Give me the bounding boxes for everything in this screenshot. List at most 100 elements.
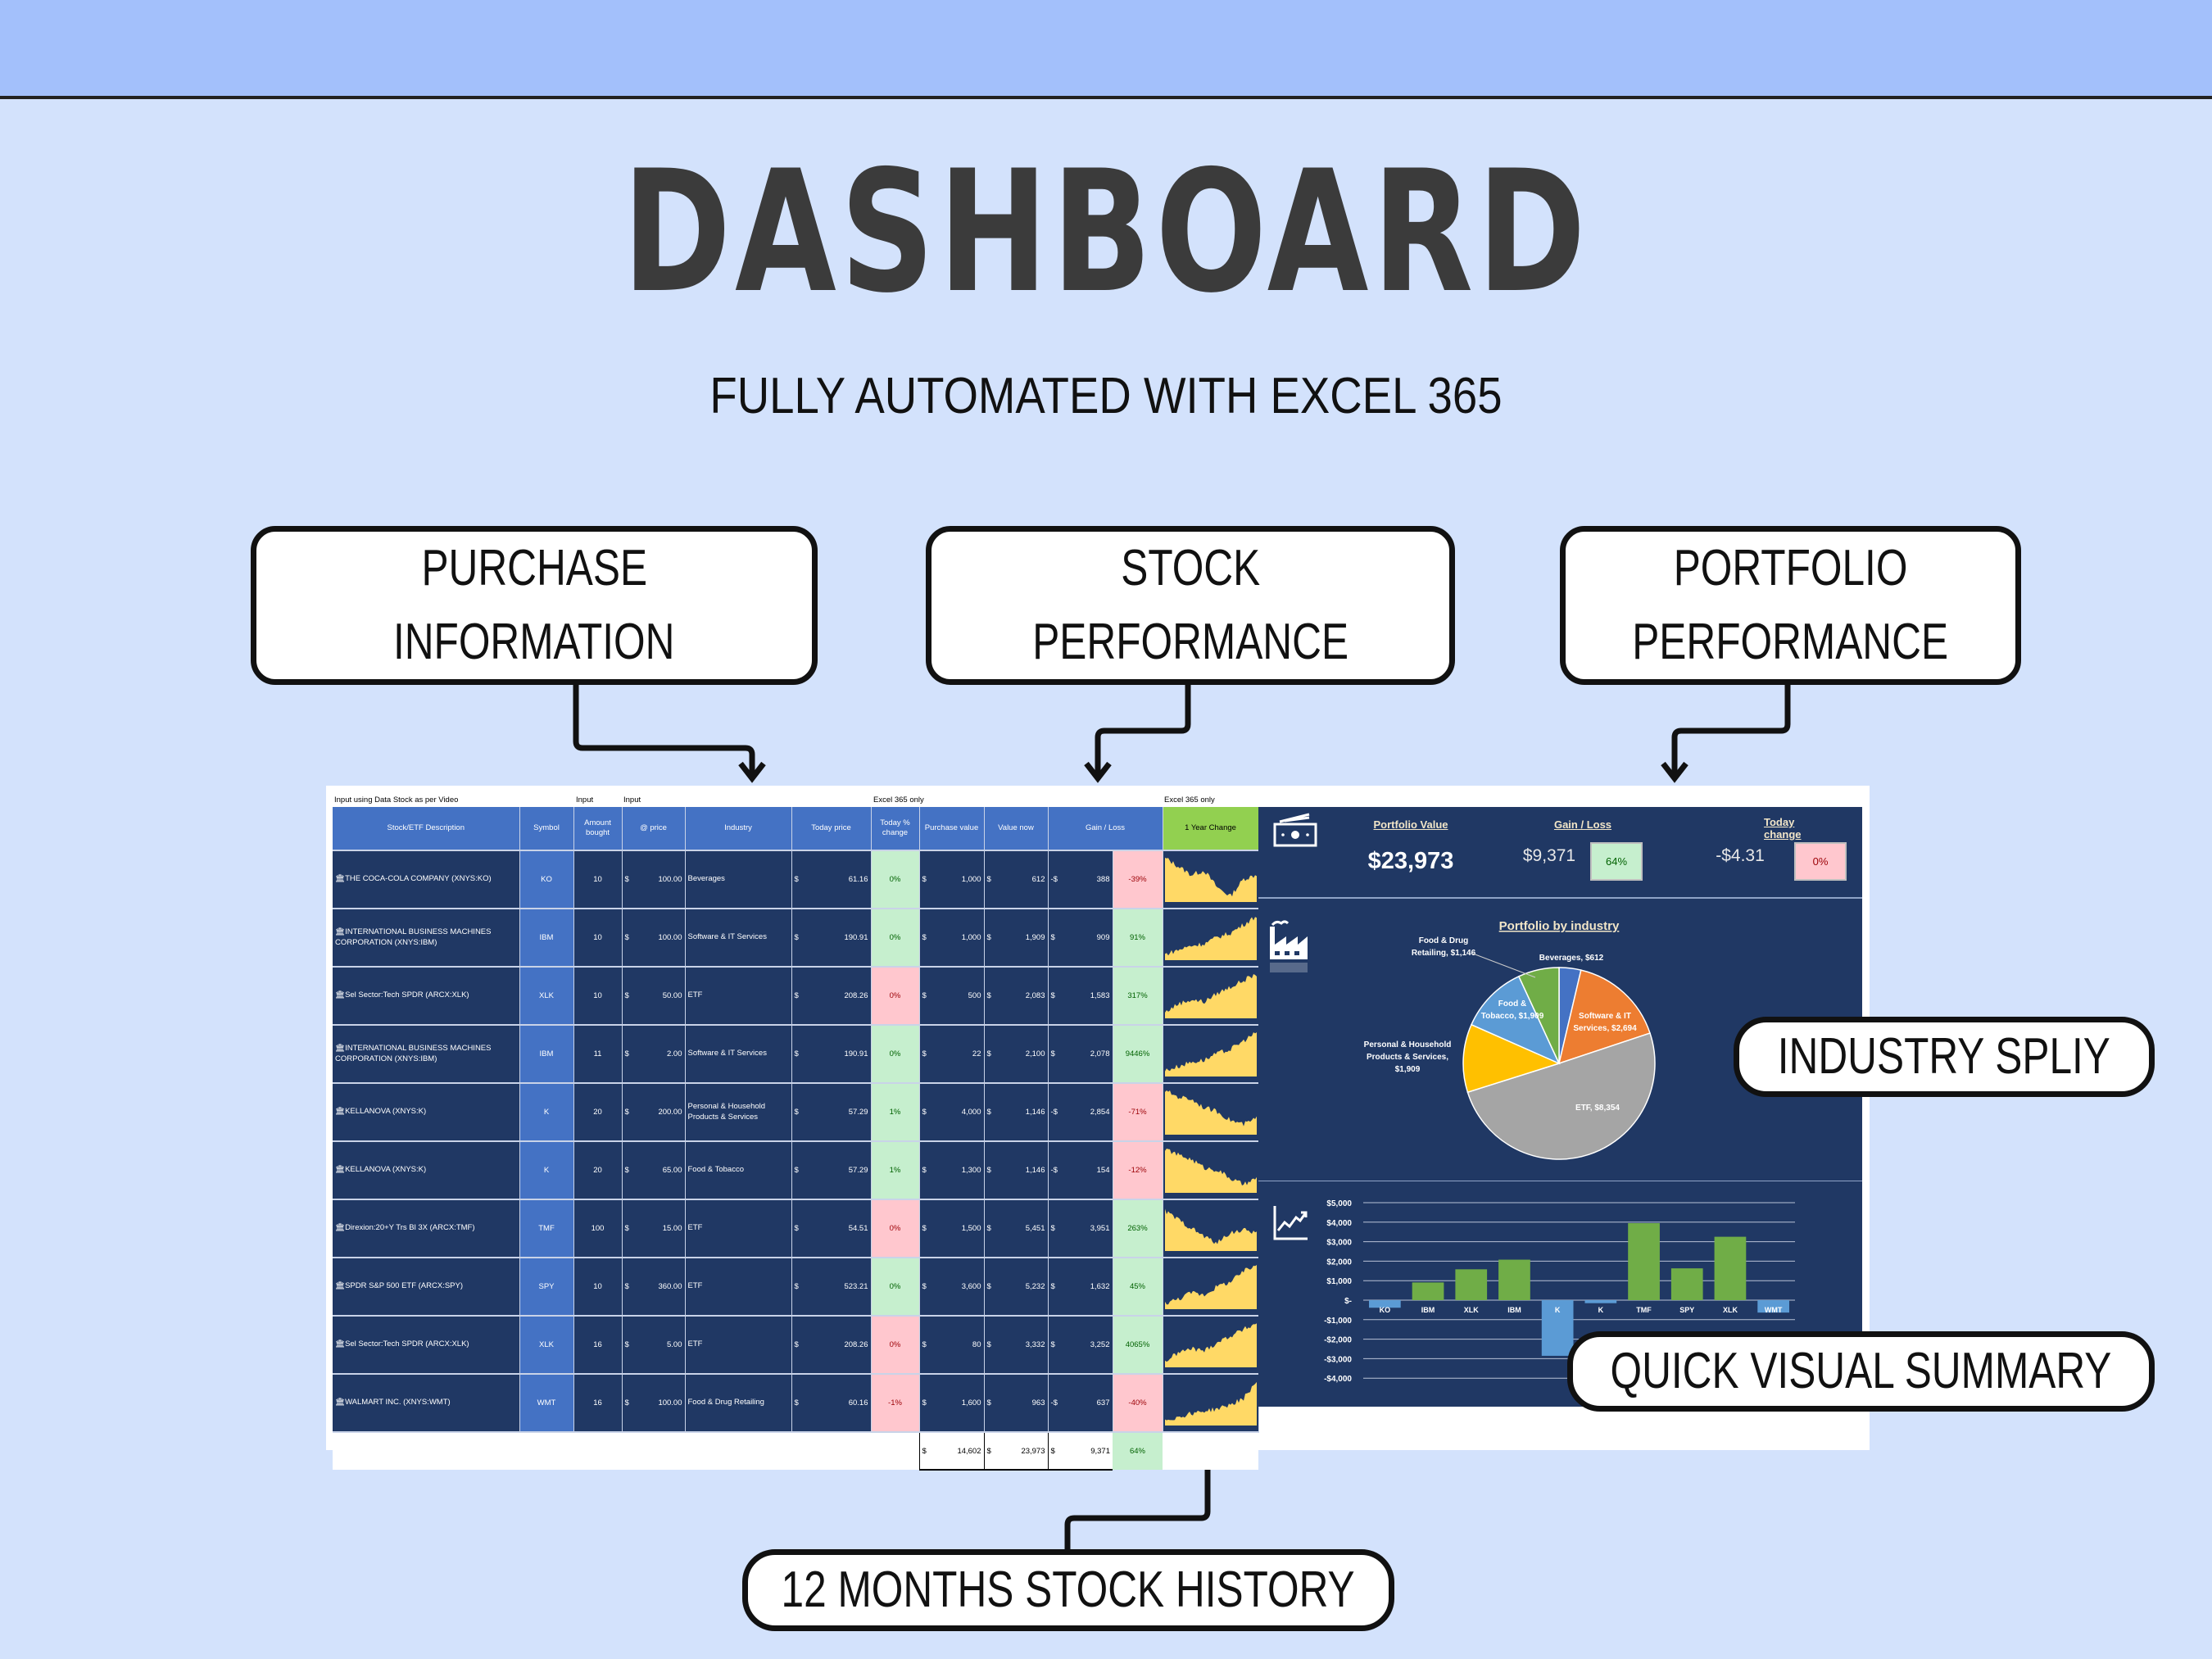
cell-gain: $1,583 bbox=[1048, 967, 1113, 1026]
pie-slice bbox=[1462, 1023, 1562, 1094]
cell-amount[interactable]: 20 bbox=[573, 1141, 623, 1200]
cell-amount[interactable]: 16 bbox=[573, 1316, 623, 1375]
description-text: Sel Sector:Tech SPDR (ARCX:XLK) bbox=[345, 990, 469, 1000]
cell-price-value: 100.00 bbox=[658, 875, 682, 884]
y-tick-label: -$1,000 bbox=[1324, 1317, 1352, 1326]
cell-symbol[interactable]: SPY bbox=[519, 1258, 574, 1317]
cell-today-pct: 0% bbox=[871, 1025, 920, 1084]
cell-purchase-value: $1,300 bbox=[919, 1141, 985, 1200]
col-amount[interactable]: Amount bought bbox=[573, 807, 623, 851]
x-tick-label: WMT bbox=[1765, 1306, 1783, 1314]
cell-amount[interactable]: 10 bbox=[573, 1258, 623, 1317]
cell-symbol[interactable]: IBM bbox=[519, 909, 574, 968]
col-industry[interactable]: Industry bbox=[685, 807, 792, 851]
currency-sign: -$ bbox=[1050, 875, 1058, 884]
cell-gain-value: 909 bbox=[1096, 933, 1110, 942]
table-row[interactable]: 🏛THE COCA-COLA COMPANY (XNYS:KO) KO 10 $100… bbox=[333, 850, 1259, 909]
y-tick-label: $3,000 bbox=[1326, 1239, 1352, 1248]
cell-purchase-value: $1,600 bbox=[919, 1374, 985, 1433]
table-row[interactable]: 🏛KELLANOVA (XNYS:K) K 20 $65.00 Food & Tobac… bbox=[333, 1141, 1259, 1200]
cell-today-pct: 1% bbox=[871, 1141, 920, 1200]
cell-symbol[interactable]: XLK bbox=[519, 967, 574, 1026]
cell-symbol[interactable]: K bbox=[519, 1083, 574, 1142]
callout-line: PERFORMANCE bbox=[1032, 614, 1349, 670]
cell-symbol[interactable]: KO bbox=[519, 850, 574, 909]
sparkline-area bbox=[1164, 917, 1257, 960]
cell-description[interactable]: 🏛THE COCA-COLA COMPANY (XNYS:KO) bbox=[333, 850, 520, 909]
col-purchase-value[interactable]: Purchase value bbox=[919, 807, 985, 851]
sparkline-area bbox=[1164, 858, 1257, 902]
col-price[interactable]: @ price bbox=[622, 807, 686, 851]
cell-description[interactable]: 🏛KELLANOVA (XNYS:K) bbox=[333, 1141, 520, 1200]
cell-amount[interactable]: 10 bbox=[573, 850, 623, 909]
currency-sign: $ bbox=[986, 1224, 991, 1233]
cell-symbol[interactable]: XLK bbox=[519, 1316, 574, 1375]
cell-industry: Software & IT Services bbox=[685, 1025, 792, 1084]
gain-loss-label: Gain / Loss bbox=[1553, 818, 1612, 831]
y-tick-label: $5,000 bbox=[1326, 1199, 1352, 1208]
cell-today-price: $57.29 bbox=[791, 1083, 872, 1142]
col-description[interactable]: Stock/ETF Description bbox=[333, 807, 520, 851]
col-today-price[interactable]: Today price bbox=[791, 807, 872, 851]
col-value-now[interactable]: Value now bbox=[984, 807, 1049, 851]
col-1y-change[interactable]: 1 Year Change bbox=[1163, 807, 1259, 851]
cell-description[interactable]: 🏛KELLANOVA (XNYS:K) bbox=[333, 1083, 520, 1142]
cell-amount[interactable]: 10 bbox=[573, 967, 623, 1026]
portfolio-value: $23,973 bbox=[1367, 848, 1454, 874]
cell-description[interactable]: 🏛INTERNATIONAL BUSINESS MACHINES CORPORA… bbox=[333, 909, 520, 968]
table-row[interactable]: 🏛INTERNATIONAL BUSINESS MACHINES CORPORA… bbox=[333, 1025, 1259, 1084]
cell-symbol[interactable]: WMT bbox=[519, 1374, 574, 1433]
cell-amount[interactable]: 11 bbox=[573, 1025, 623, 1084]
x-tick-label: SPY bbox=[1679, 1306, 1694, 1314]
cell-symbol[interactable]: TMF bbox=[519, 1199, 574, 1258]
table-row[interactable]: 🏛WALMART INC. (XNYS:WMT) WMT 16 $100.00 Food… bbox=[333, 1374, 1259, 1433]
cell-gain-pct: -39% bbox=[1113, 850, 1163, 909]
cell-industry: Food & Drug Retailing bbox=[685, 1374, 792, 1433]
cell-amount[interactable]: 20 bbox=[573, 1083, 623, 1142]
cell-gain-pct: 9446% bbox=[1113, 1025, 1163, 1084]
cell-amount[interactable]: 100 bbox=[573, 1199, 623, 1258]
cell-amount[interactable]: 10 bbox=[573, 909, 623, 968]
col-gain-loss[interactable]: Gain / Loss bbox=[1048, 807, 1163, 851]
table-row[interactable]: 🏛Direxion:20+Y Trs Bl 3X (ARCX:TMF) TMF 10… bbox=[333, 1199, 1259, 1258]
currency-sign: $ bbox=[922, 991, 927, 1000]
sparkline-area bbox=[1164, 1323, 1257, 1367]
stock-icon: 🏛 bbox=[335, 927, 346, 936]
cell-description[interactable]: 🏛INTERNATIONAL BUSINESS MACHINES CORPORA… bbox=[333, 1025, 520, 1084]
col-today-pct[interactable]: Today % change bbox=[871, 807, 920, 851]
pie-label: Food & Drug Retailing, $1,146 bbox=[1412, 936, 1476, 958]
cell-value-now-value: 5,232 bbox=[1025, 1282, 1045, 1291]
cell-description[interactable]: 🏛SPDR S&P 500 ETF (ARCX:SPY) bbox=[333, 1258, 520, 1317]
callout-line: QUICK VISUAL SUMMARY bbox=[1610, 1343, 2112, 1400]
table-row[interactable]: 🏛INTERNATIONAL BUSINESS MACHINES CORPORA… bbox=[333, 909, 1259, 968]
cell-symbol[interactable]: IBM bbox=[519, 1025, 574, 1084]
cell-gain-value: 1,632 bbox=[1090, 1282, 1110, 1291]
callout-12-months-history: 12 MONTHS STOCK HISTORY bbox=[742, 1549, 1394, 1631]
cell-today-price-value: 61.16 bbox=[848, 875, 868, 884]
table-row[interactable]: 🏛Sel Sector:Tech SPDR (ARCX:XLK) XLK 10 $50… bbox=[333, 967, 1259, 1026]
cell-gain: $909 bbox=[1048, 909, 1113, 968]
cell-description[interactable]: 🏛WALMART INC. (XNYS:WMT) bbox=[333, 1374, 520, 1433]
cell-gain: $3,252 bbox=[1048, 1316, 1113, 1375]
currency-sign: $ bbox=[794, 933, 799, 942]
cell-gain-pct: -12% bbox=[1113, 1141, 1163, 1200]
header-row: Stock/ETF Description Symbol Amount boug… bbox=[333, 807, 1259, 851]
sparkline bbox=[1164, 858, 1257, 902]
table-row[interactable]: 🏛SPDR S&P 500 ETF (ARCX:SPY) SPY 10 $360.00… bbox=[333, 1258, 1259, 1317]
cell-symbol[interactable]: K bbox=[519, 1141, 574, 1200]
table-row[interactable]: 🏛KELLANOVA (XNYS:K) K 20 $200.00 Personal & … bbox=[333, 1083, 1259, 1142]
currency-sign: $ bbox=[1050, 991, 1055, 1000]
pie-label: Food & Tobacco, $1,909 bbox=[1481, 999, 1544, 1021]
currency-sign: $ bbox=[794, 1398, 799, 1407]
col-symbol[interactable]: Symbol bbox=[519, 807, 574, 851]
cell-description[interactable]: 🏛Sel Sector:Tech SPDR (ARCX:XLK) bbox=[333, 967, 520, 1026]
cell-value-now: $2,100 bbox=[984, 1025, 1049, 1084]
cell-description[interactable]: 🏛Sel Sector:Tech SPDR (ARCX:XLK) bbox=[333, 1316, 520, 1375]
currency-sign: $ bbox=[1050, 1282, 1055, 1291]
callout-line: STOCK bbox=[1121, 540, 1260, 597]
table-row[interactable]: 🏛Sel Sector:Tech SPDR (ARCX:XLK) XLK 16 $5.… bbox=[333, 1316, 1259, 1375]
cell-description[interactable]: 🏛Direxion:20+Y Trs Bl 3X (ARCX:TMF) bbox=[333, 1199, 520, 1258]
currency-sign: -$ bbox=[1050, 1398, 1058, 1407]
cell-value-now-value: 1,146 bbox=[1025, 1166, 1045, 1175]
cell-amount[interactable]: 16 bbox=[573, 1374, 623, 1433]
